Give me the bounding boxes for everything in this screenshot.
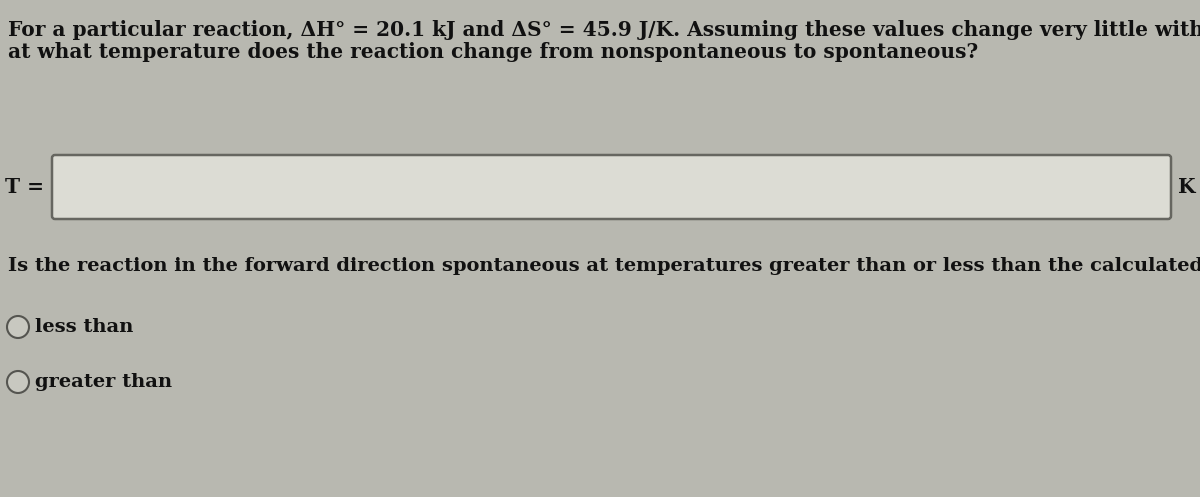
Text: T =: T = xyxy=(5,177,44,197)
Text: For a particular reaction, ΔH° = 20.1 kJ and ΔS° = 45.9 J/K. Assuming these valu: For a particular reaction, ΔH° = 20.1 kJ… xyxy=(8,20,1200,40)
Circle shape xyxy=(7,371,29,393)
Text: Is the reaction in the forward direction spontaneous at temperatures greater tha: Is the reaction in the forward direction… xyxy=(8,257,1200,275)
FancyBboxPatch shape xyxy=(52,155,1171,219)
Text: at what temperature does the reaction change from nonspontaneous to spontaneous?: at what temperature does the reaction ch… xyxy=(8,42,978,62)
Text: less than: less than xyxy=(35,318,133,336)
Text: K: K xyxy=(1178,177,1195,197)
Circle shape xyxy=(7,316,29,338)
Text: greater than: greater than xyxy=(35,373,172,391)
